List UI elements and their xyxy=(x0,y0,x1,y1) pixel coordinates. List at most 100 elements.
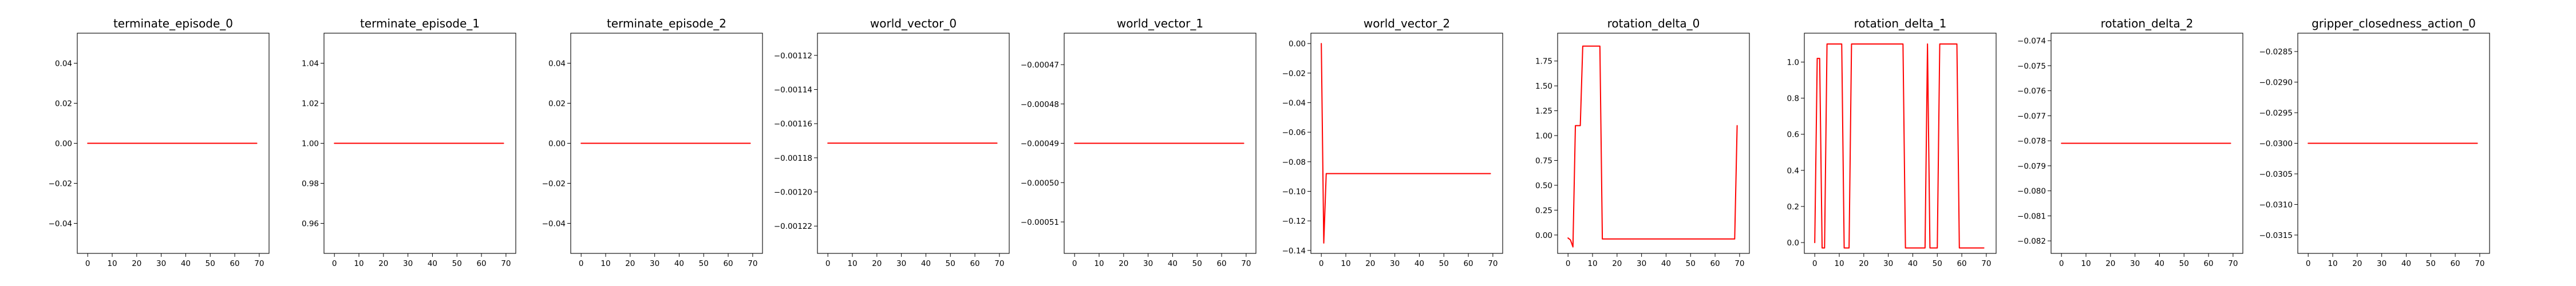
y-tick-label: −0.0315 xyxy=(2259,231,2293,240)
y-tick-label: 0.4 xyxy=(1787,166,1799,176)
y-tick-label: 0.00 xyxy=(55,140,72,149)
y-tick-label: 0.04 xyxy=(548,59,566,69)
x-tick-label: 30 xyxy=(1883,259,1893,268)
x-tick-label: 70 xyxy=(1241,259,1251,268)
x-tick-label: 60 xyxy=(1710,259,1720,268)
x-tick-label: 0 xyxy=(825,259,831,268)
y-tick-label: 1.50 xyxy=(1535,82,1552,91)
x-tick-label: 50 xyxy=(452,259,462,268)
subplot-title: terminate_episode_1 xyxy=(360,17,480,30)
x-tick-label: 70 xyxy=(1488,259,1498,268)
subplot-9: gripper_closedness_action_0 0 10 20 30 40 50 60… xyxy=(2259,17,2490,268)
x-tick-label: 0 xyxy=(1566,259,1571,268)
x-tick-label: 60 xyxy=(1957,259,1966,268)
y-tick-label: 1.25 xyxy=(1535,107,1552,116)
subplot-5: world_vector_2 0 10 20 30 40 50 60 70 0.00 −0.02 −0… xyxy=(1282,17,1503,268)
y-tick-label: −0.00049 xyxy=(1021,140,1059,149)
y-tick-label: 0.02 xyxy=(548,100,566,109)
x-tick-label: 0 xyxy=(1072,259,1077,268)
subplot-title: rotation_delta_2 xyxy=(2101,17,2194,30)
subplot-4: world_vector_1 0 10 20 30 40 50 60 70 −0.00047 −0.… xyxy=(1021,17,1257,268)
x-tick-label: 10 xyxy=(600,259,610,268)
x-tick-label: 60 xyxy=(1216,259,1226,268)
x-tick-label: 60 xyxy=(723,259,733,268)
y-tick-label: 0.96 xyxy=(302,220,319,229)
subplot-title: rotation_delta_0 xyxy=(1607,17,1700,30)
x-tick-label: 70 xyxy=(1735,259,1744,268)
axes-frame xyxy=(1804,33,1997,254)
y-tick-label: −0.00051 xyxy=(1021,218,1059,227)
y-tick-label: −0.0305 xyxy=(2259,170,2293,179)
y-tick-label: −0.080 xyxy=(2017,187,2046,196)
y-tick-label: 1.00 xyxy=(302,140,319,149)
x-tick-label: 40 xyxy=(921,259,931,268)
subplot-7: rotation_delta_1 0 10 20 30 40 50 60 70 0.0 0.2 0.4… xyxy=(1787,17,1997,268)
y-tick-label: 0.8 xyxy=(1787,94,1799,104)
subplot-title: world_vector_1 xyxy=(1117,17,1203,30)
x-tick-label: 50 xyxy=(946,259,955,268)
subplot-3: world_vector_0 0 10 20 30 40 50 60 70 −0.00112 −0.… xyxy=(774,17,1010,268)
y-tick-label: 0.00 xyxy=(548,140,566,149)
y-tick-label: 0.2 xyxy=(1787,202,1799,212)
x-tick-label: 0 xyxy=(332,259,337,268)
y-tick-label: −0.04 xyxy=(49,220,72,229)
subplot-title: rotation_delta_1 xyxy=(1854,17,1947,30)
series-line xyxy=(1814,43,1985,249)
subplot-title: terminate_episode_2 xyxy=(607,17,726,30)
x-tick-label: 50 xyxy=(1192,259,1202,268)
x-tick-label: 50 xyxy=(2426,259,2436,268)
x-tick-label: 40 xyxy=(2401,259,2411,268)
x-tick-label: 20 xyxy=(625,259,635,268)
y-tick-label: −0.00118 xyxy=(774,154,812,163)
y-tick-label: −0.00122 xyxy=(774,222,812,231)
y-tick-label: −0.079 xyxy=(2017,162,2046,171)
x-tick-label: 10 xyxy=(2081,259,2091,268)
x-tick-label: 20 xyxy=(378,259,388,268)
subplot-0: terminate_episode_0 0 10 20 30 40 50 60 70 −0.04 −… xyxy=(49,17,270,268)
x-tick-label: 60 xyxy=(2203,259,2213,268)
y-tick-label: −0.074 xyxy=(2017,37,2046,46)
x-tick-label: 20 xyxy=(1859,259,1868,268)
y-tick-label: 1.0 xyxy=(1787,58,1799,67)
x-tick-label: 20 xyxy=(1365,259,1375,268)
y-tick-label: −0.081 xyxy=(2017,212,2046,221)
axes-frame xyxy=(1557,33,1750,254)
x-tick-label: 30 xyxy=(1143,259,1153,268)
x-tick-label: 40 xyxy=(674,259,684,268)
x-tick-label: 10 xyxy=(1587,259,1597,268)
subplot-title: world_vector_2 xyxy=(1364,17,1450,30)
x-tick-label: 30 xyxy=(650,259,659,268)
x-tick-label: 70 xyxy=(994,259,1004,268)
x-tick-label: 70 xyxy=(2228,259,2238,268)
x-tick-label: 20 xyxy=(872,259,882,268)
y-tick-label: −0.00120 xyxy=(774,188,812,197)
y-tick-label: −0.12 xyxy=(1282,217,1306,226)
y-tick-label: −0.0295 xyxy=(2259,109,2293,118)
y-tick-label: −0.00112 xyxy=(774,51,812,61)
y-tick-label: −0.0310 xyxy=(2259,200,2293,209)
x-tick-label: 30 xyxy=(2130,259,2140,268)
y-tick-label: −0.02 xyxy=(542,180,566,189)
x-tick-label: 60 xyxy=(476,259,486,268)
x-tick-label: 70 xyxy=(1981,259,1991,268)
subplot-6: rotation_delta_0 0 10 20 30 40 50 60 70 0.00 0.25 0… xyxy=(1535,17,1750,268)
y-tick-label: 0.02 xyxy=(55,100,72,109)
y-tick-label: −0.0285 xyxy=(2259,47,2293,57)
x-tick-label: 30 xyxy=(1390,259,1400,268)
x-tick-label: 30 xyxy=(2377,259,2387,268)
subplot-title: world_vector_0 xyxy=(870,17,957,30)
y-tick-label: 0.0 xyxy=(1787,239,1799,248)
y-tick-label: 1.75 xyxy=(1535,57,1552,66)
x-tick-label: 40 xyxy=(428,259,437,268)
x-tick-label: 60 xyxy=(230,259,239,268)
x-tick-label: 70 xyxy=(2475,259,2484,268)
x-tick-label: 10 xyxy=(1834,259,1844,268)
y-tick-label: 0.50 xyxy=(1535,181,1552,190)
subplot-title: gripper_closedness_action_0 xyxy=(2312,17,2476,30)
x-tick-label: 70 xyxy=(501,259,511,268)
x-tick-label: 50 xyxy=(1933,259,1942,268)
y-tick-label: 0.25 xyxy=(1535,206,1552,215)
x-tick-label: 70 xyxy=(748,259,757,268)
y-tick-label: 1.02 xyxy=(302,100,319,109)
